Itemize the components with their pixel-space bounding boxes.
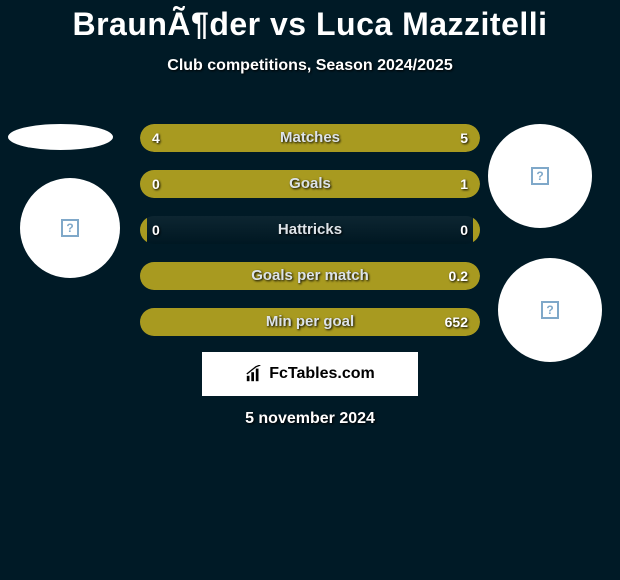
bar-fill-left xyxy=(140,216,147,244)
bar-fill-left xyxy=(140,262,147,290)
placeholder-icon: ? xyxy=(541,301,559,319)
bar-fill-right xyxy=(473,216,480,244)
stat-row: Min per goal652 xyxy=(140,308,480,336)
page-title: BraunÃ¶der vs Luca Mazzitelli xyxy=(0,0,620,43)
stat-row: Goals01 xyxy=(140,170,480,198)
player-right-avatar: ? xyxy=(488,124,592,228)
placeholder-icon: ? xyxy=(61,219,79,237)
stat-row: Matches45 xyxy=(140,124,480,152)
fctables-logo: FcTables.com xyxy=(202,352,418,396)
stat-label: Hattricks xyxy=(140,216,480,244)
bar-fill-right xyxy=(279,124,480,152)
logo-text: FcTables.com xyxy=(269,365,375,383)
player-left-ellipse xyxy=(8,124,113,150)
stats-bars: Matches45 Goals01 Hattricks0 0 Goals per mat… xyxy=(140,124,480,354)
stat-value-right: 0 xyxy=(460,216,468,244)
stat-row: Goals per match0.2 xyxy=(140,262,480,290)
placeholder-icon: ? xyxy=(531,167,549,185)
bar-fill-left xyxy=(140,308,147,336)
bar-fill-left xyxy=(140,170,147,198)
team-left-avatar: ? xyxy=(20,178,120,278)
subtitle: Club competitions, Season 2024/2025 xyxy=(0,57,620,75)
team-right-avatar: ? xyxy=(498,258,602,362)
bar-fill-right xyxy=(147,262,480,290)
stat-value-left: 0 xyxy=(152,216,160,244)
bar-fill-left xyxy=(140,124,279,152)
bar-fill-right xyxy=(147,308,480,336)
bar-fill-right xyxy=(147,170,480,198)
date-text: 5 november 2024 xyxy=(0,410,620,428)
stat-row: Hattricks0 0 xyxy=(140,216,480,244)
chart-icon xyxy=(245,365,263,383)
